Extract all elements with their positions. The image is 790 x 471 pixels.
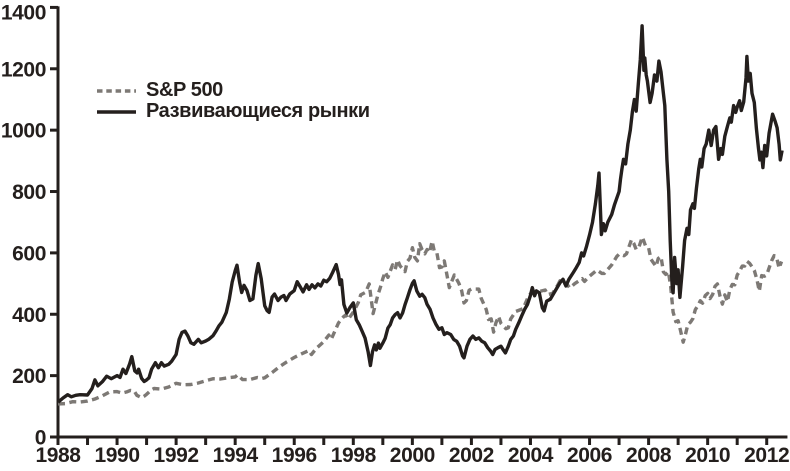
x-tick-label: 1996	[272, 444, 317, 467]
x-tick-label: 2012	[744, 444, 789, 467]
y-tick-label: 800	[12, 181, 46, 204]
legend-item-emerging: Развивающиеся рынки	[96, 100, 370, 122]
x-tick-label: 2000	[390, 444, 435, 467]
legend-label-emerging: Развивающиеся рынки	[146, 100, 370, 122]
x-tick-label: 2002	[449, 444, 494, 467]
sp500-dashed-line-sample	[97, 88, 136, 93]
x-tick-label: 2010	[685, 444, 730, 467]
x-tick-label: 1990	[94, 444, 139, 467]
y-tick-label: 200	[12, 365, 46, 388]
x-tick-label: 2004	[508, 444, 554, 467]
chart-legend: S&P 500 Развивающиеся рынки	[96, 79, 370, 122]
sp500-series-line	[57, 235, 784, 406]
y-tick-label: 1000	[1, 120, 46, 143]
x-tick-label: 1994	[213, 444, 259, 467]
x-tick-label: 2006	[567, 444, 612, 467]
x-tick-label: 1988	[35, 444, 81, 467]
y-tick-label: 400	[12, 304, 46, 327]
legend-item-sp500: S&P 500	[96, 79, 370, 101]
emerging-solid-line-sample	[97, 109, 136, 114]
y-tick-label: 1200	[1, 58, 46, 81]
x-tick-label: 2008	[626, 444, 672, 467]
x-tick-label: 1998	[331, 444, 377, 467]
x-tick-label: 1992	[154, 444, 199, 467]
axes	[56, 6, 788, 439]
y-tick-label: 600	[12, 242, 46, 265]
emerging-markets-series-line	[56, 24, 784, 404]
y-tick-label: 1400	[1, 2, 46, 25]
legend-label-sp500: S&P 500	[146, 79, 223, 101]
y-tick-label: 0	[35, 427, 46, 450]
